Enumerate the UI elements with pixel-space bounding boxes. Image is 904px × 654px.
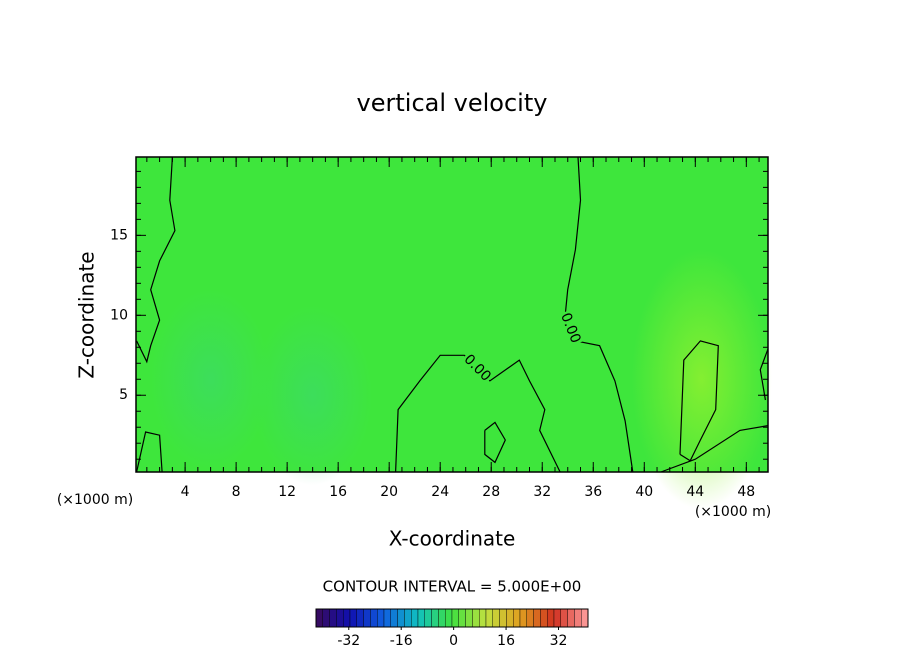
colorbar-cell xyxy=(315,608,324,628)
colorbar-cell xyxy=(458,608,466,628)
colorbar-cell xyxy=(499,608,507,628)
colorbar-cell xyxy=(513,608,521,628)
colorbar-cell xyxy=(370,608,378,628)
contour-line xyxy=(679,340,719,462)
colorbar-cell xyxy=(329,608,337,628)
x-unit: (×1000 m) xyxy=(695,504,771,520)
x-tick-label: 40 xyxy=(635,484,653,500)
plot-frame xyxy=(135,156,769,473)
field-shade xyxy=(150,289,271,470)
contour-line xyxy=(395,354,561,473)
colorbar-cell xyxy=(445,608,453,628)
colorbar-cell xyxy=(424,608,432,628)
x-unit: (×1000 m) xyxy=(57,492,133,508)
y-axis-label: Z-coordinate xyxy=(75,251,99,378)
colorbar-cell xyxy=(506,608,514,628)
x-tick-label: 32 xyxy=(533,484,551,500)
x-tick-label: 36 xyxy=(584,484,602,500)
colorbar-tick-label: -32 xyxy=(337,633,360,649)
y-tick-label: 10 xyxy=(110,307,128,323)
contour-label-bg xyxy=(556,309,585,347)
colorbar-tick-label: 32 xyxy=(550,633,568,649)
y-tick-label: 15 xyxy=(110,227,128,243)
colorbar-tick-label: -16 xyxy=(390,633,413,649)
colorbar-cell xyxy=(519,608,528,628)
contour-label-bg xyxy=(459,350,495,386)
contour-interval: CONTOUR INTERVAL = 5.000E+00 xyxy=(323,578,582,596)
colorbar-cell xyxy=(349,608,358,628)
x-tick-label: 44 xyxy=(686,484,704,500)
colorbar-cell xyxy=(336,608,344,628)
colorbar-cell xyxy=(343,608,351,628)
x-tick-label: 8 xyxy=(232,484,241,500)
x-tick-label: 28 xyxy=(482,484,500,500)
colorbar-cell xyxy=(492,608,500,628)
field-shade xyxy=(631,249,772,510)
field-shade xyxy=(252,305,373,486)
colorbar-cell xyxy=(356,608,364,628)
contour-line xyxy=(484,421,506,464)
colorbar-cell xyxy=(581,608,589,628)
colorbar-cell xyxy=(472,608,480,628)
colorbar-cell xyxy=(533,608,541,628)
x-tick-label: 20 xyxy=(380,484,398,500)
contour-line xyxy=(660,425,769,473)
colorbar-cell xyxy=(411,608,419,628)
colorbar-cell xyxy=(404,608,412,628)
contour-line xyxy=(136,431,163,473)
x-tick-label: 48 xyxy=(737,484,755,500)
colorbar-cell xyxy=(363,608,371,628)
y-tick-label: 5 xyxy=(119,387,128,403)
colorbar-cell xyxy=(451,608,460,628)
colorbar-cell xyxy=(417,608,426,628)
contour-line xyxy=(759,348,769,401)
colorbar-cell xyxy=(574,608,582,628)
colorbar-cell xyxy=(553,608,562,628)
x-tick-label: 16 xyxy=(329,484,347,500)
colorbar-frame xyxy=(315,608,589,628)
colorbar-cell xyxy=(377,608,385,628)
colorbar-cell xyxy=(567,608,575,628)
colorbar-cell xyxy=(479,608,487,628)
contour-line xyxy=(136,156,176,364)
colorbar-cell xyxy=(383,608,392,628)
colorbar-tick-label: 16 xyxy=(497,633,515,649)
colorbar-cell xyxy=(526,608,534,628)
colorbar-cell xyxy=(322,608,330,628)
colorbar-cell xyxy=(560,608,568,628)
colorbar-cell xyxy=(547,608,555,628)
colorbar-tick-label: 0 xyxy=(449,633,458,649)
colorbar-cell xyxy=(431,608,439,628)
x-tick-label: 24 xyxy=(431,484,449,500)
colorbar-cell xyxy=(485,608,494,628)
colorbar-cell xyxy=(540,608,548,628)
chart-title: vertical velocity xyxy=(357,89,548,117)
colorbar-cell xyxy=(465,608,473,628)
x-tick-label: 4 xyxy=(181,484,190,500)
field xyxy=(136,157,772,510)
colorbar-cell xyxy=(390,608,398,628)
colorbar-cell xyxy=(438,608,446,628)
x-axis-label: X-coordinate xyxy=(389,527,516,551)
x-tick-label: 12 xyxy=(278,484,296,500)
colorbar-cell xyxy=(397,608,405,628)
